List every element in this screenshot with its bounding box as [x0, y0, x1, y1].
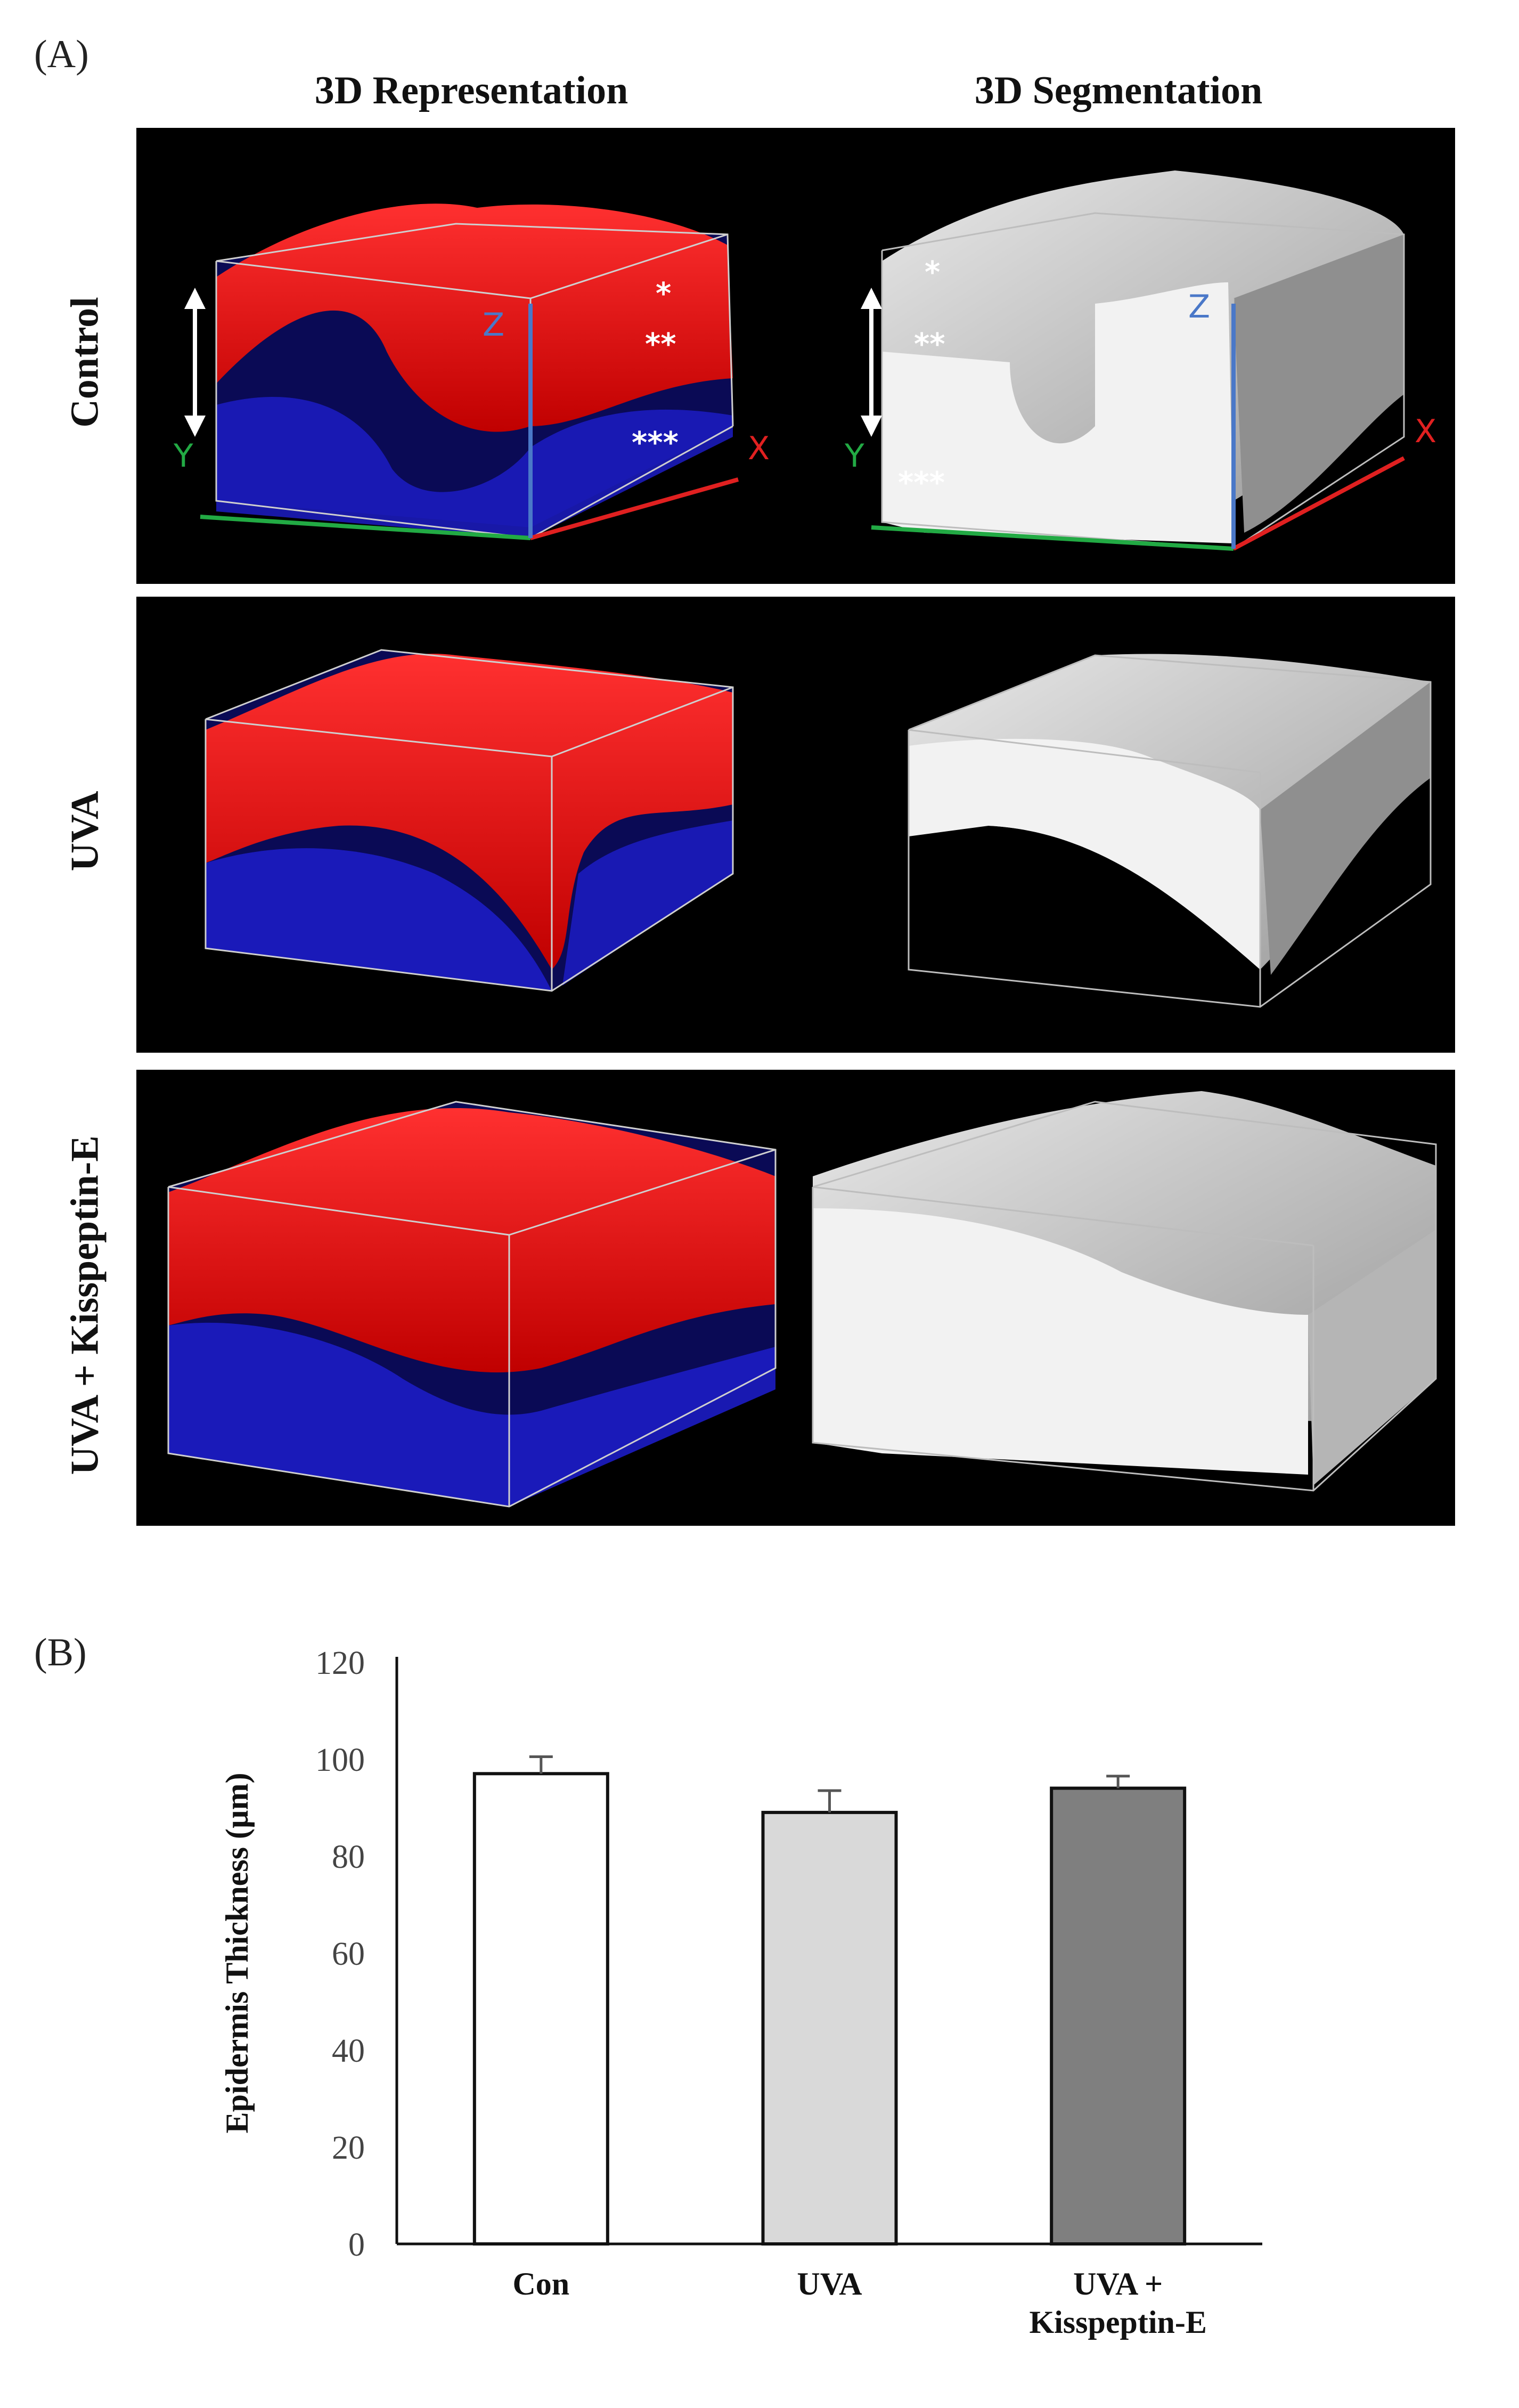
- y-tick-label: 20: [332, 2130, 365, 2166]
- marker-control-rep-2: **: [645, 327, 676, 362]
- row-label-uva-kisspeptin: UVA + Kisspeptin-E: [63, 1135, 107, 1475]
- axis-y-label-seg: Y: [844, 437, 864, 475]
- y-tick-label: 40: [332, 2033, 365, 2069]
- bars: [472, 1772, 1187, 2246]
- marker-control-rep-3: ***: [632, 426, 679, 460]
- y-tick-label: 100: [315, 1742, 365, 1778]
- image-row-control: * ** *** X Y Z * ** *** X Y Z: [136, 128, 1455, 584]
- axis-z-label-seg: Z: [1188, 288, 1210, 326]
- x-axis-labels: Con UVA UVA + Kisspeptin-E: [512, 2266, 1206, 2340]
- y-tick-label: 0: [348, 2227, 365, 2263]
- uva-kisspeptin-segmentation-render: [812, 1091, 1437, 1492]
- control-segmentation-render: [861, 170, 1405, 551]
- marker-control-rep-1: *: [656, 276, 671, 311]
- uva-kisspeptin-representation-render: [167, 1101, 777, 1508]
- axis-y-label: Y: [173, 437, 193, 475]
- x-tick-label-3: UVA + Kisspeptin-E: [1029, 2266, 1206, 2340]
- y-axis-ticks: 0 20 40 60 80 100 120: [315, 1645, 365, 2263]
- y-tick-label: 60: [332, 1936, 365, 1972]
- image-row-uva: [136, 597, 1455, 1053]
- column-header-segmentation: 3D Segmentation: [974, 69, 1263, 112]
- uva-representation-render: [205, 649, 734, 992]
- marker-control-seg-2: **: [914, 327, 945, 362]
- axis-z-label: Z: [483, 306, 504, 344]
- axis-x-label-seg: X: [1415, 413, 1436, 450]
- panel-a-letter: (A): [34, 32, 89, 76]
- marker-control-seg-3: ***: [898, 466, 945, 500]
- bar-1: [472, 1772, 609, 2246]
- bar-3: [1050, 1786, 1187, 2246]
- row-label-uva: UVA: [63, 791, 107, 872]
- image-row-uva-kisspeptin: [136, 1070, 1455, 1526]
- axis-x-label: X: [748, 430, 770, 467]
- x-tick-label-1: Con: [512, 2266, 569, 2301]
- column-header-representation: 3D Representation: [314, 69, 628, 112]
- panel-b-letter: (B): [34, 1631, 87, 1674]
- row-label-control: Control: [63, 297, 107, 428]
- y-tick-label: 120: [315, 1645, 365, 1681]
- bar-2: [761, 1811, 898, 2246]
- x-tick-label-2: UVA: [797, 2266, 862, 2301]
- error-bars: [529, 1755, 1130, 1813]
- y-tick-label: 80: [332, 1839, 365, 1875]
- uva-segmentation-render: [908, 654, 1432, 1008]
- control-representation-render: [184, 204, 739, 540]
- marker-control-seg-1: *: [925, 255, 940, 290]
- y-axis-title: Epidermis Thickness (µm): [219, 1773, 255, 2134]
